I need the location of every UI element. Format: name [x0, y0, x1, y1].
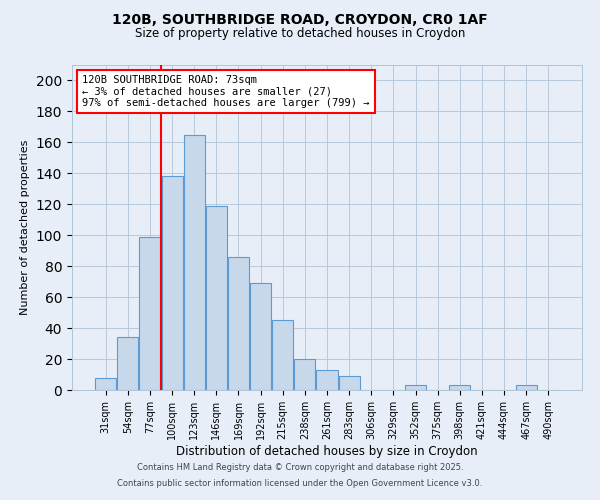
- Text: 120B SOUTHBRIDGE ROAD: 73sqm
← 3% of detached houses are smaller (27)
97% of sem: 120B SOUTHBRIDGE ROAD: 73sqm ← 3% of det…: [82, 74, 370, 108]
- Text: Contains HM Land Registry data © Crown copyright and database right 2025.: Contains HM Land Registry data © Crown c…: [137, 464, 463, 472]
- Text: Contains public sector information licensed under the Open Government Licence v3: Contains public sector information licen…: [118, 478, 482, 488]
- Bar: [449, 386, 470, 390]
- Bar: [272, 320, 293, 390]
- Bar: [228, 257, 249, 390]
- Bar: [206, 206, 227, 390]
- Bar: [161, 176, 182, 390]
- Bar: [338, 376, 359, 390]
- Bar: [95, 378, 116, 390]
- Bar: [250, 283, 271, 390]
- Bar: [515, 386, 536, 390]
- Y-axis label: Number of detached properties: Number of detached properties: [20, 140, 30, 315]
- Bar: [139, 237, 160, 390]
- Bar: [405, 386, 426, 390]
- Bar: [316, 370, 338, 390]
- X-axis label: Distribution of detached houses by size in Croydon: Distribution of detached houses by size …: [176, 444, 478, 458]
- Text: Size of property relative to detached houses in Croydon: Size of property relative to detached ho…: [135, 28, 465, 40]
- Bar: [184, 134, 205, 390]
- Bar: [295, 359, 316, 390]
- Bar: [118, 338, 139, 390]
- Text: 120B, SOUTHBRIDGE ROAD, CROYDON, CR0 1AF: 120B, SOUTHBRIDGE ROAD, CROYDON, CR0 1AF: [112, 12, 488, 26]
